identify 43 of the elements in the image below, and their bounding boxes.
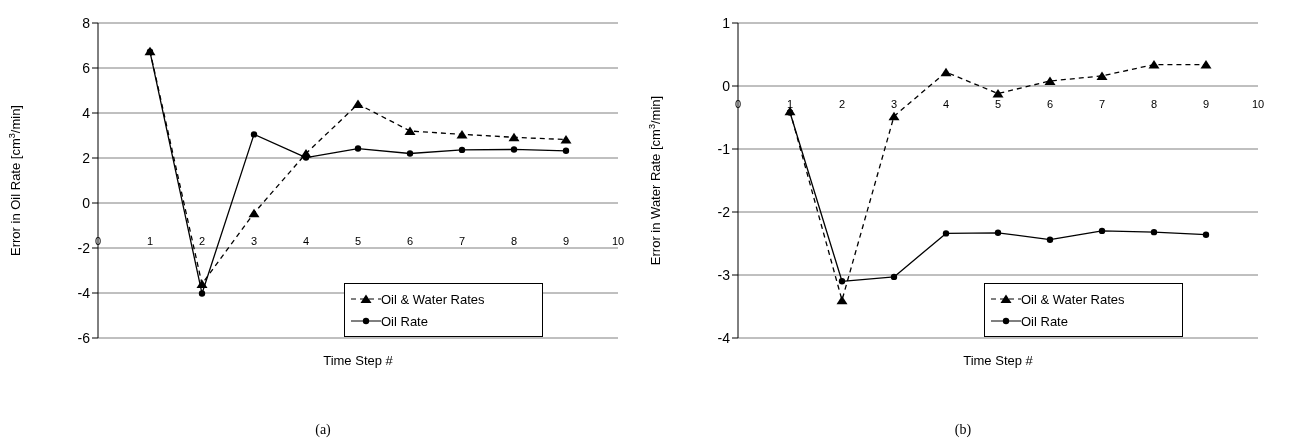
x-tick-label: 7 [458, 234, 466, 247]
x-tick-label: 9 [1202, 97, 1210, 110]
x-tick-label: 4 [942, 97, 950, 110]
x-tick-label: 6 [1046, 97, 1054, 110]
x-tick-label: 0 [94, 234, 102, 247]
x-tick-label: 7 [1098, 97, 1106, 110]
text: (a) [314, 422, 332, 438]
x-tick-label: 1 [146, 234, 154, 247]
x-axis-title: Time Step # [963, 353, 1034, 368]
legend-label: Oil Rate [1021, 313, 1068, 329]
y-tick-label: -4 [77, 284, 91, 301]
x-tick-label: 5 [354, 234, 362, 247]
text: (b) [953, 422, 973, 438]
x-tick-label: 2 [198, 234, 206, 247]
x-tick-label: 3 [890, 97, 898, 110]
y-tick-label: -2 [717, 203, 731, 220]
y-tick-label: -1 [717, 140, 731, 157]
x-tick-label: 2 [838, 97, 846, 110]
legend-label: Oil & Water Rates [1021, 291, 1125, 307]
y-tick-label: 8 [82, 14, 91, 31]
y-tick-label: 2 [82, 149, 91, 166]
x-tick-label: 5 [994, 97, 1002, 110]
y-tick-label: -4 [717, 329, 731, 346]
x-tick-label: 0 [734, 97, 742, 110]
x-tick-label: 10 [1251, 97, 1265, 110]
x-tick-label: 8 [510, 234, 518, 247]
x-tick-label: 8 [1150, 97, 1158, 110]
x-axis-title: Time Step # [323, 353, 394, 368]
y-tick-label: -6 [77, 329, 91, 346]
y-tick-label: -2 [77, 239, 91, 256]
x-tick-label: 4 [302, 234, 310, 247]
x-tick-label: 10 [611, 234, 625, 247]
x-tick-label: 1 [786, 97, 794, 110]
y-tick-label: -3 [717, 266, 731, 283]
y-tick-label: 0 [722, 77, 731, 94]
legend-label: Oil & Water Rates [381, 291, 485, 307]
y-tick-label: 0 [82, 194, 91, 211]
x-tick-label: 3 [250, 234, 258, 247]
y-tick-label: 1 [722, 14, 731, 31]
y-tick-label: 6 [82, 59, 91, 76]
legend-label: Oil Rate [381, 313, 428, 329]
x-tick-label: 6 [406, 234, 414, 247]
x-tick-label: 9 [562, 234, 570, 247]
